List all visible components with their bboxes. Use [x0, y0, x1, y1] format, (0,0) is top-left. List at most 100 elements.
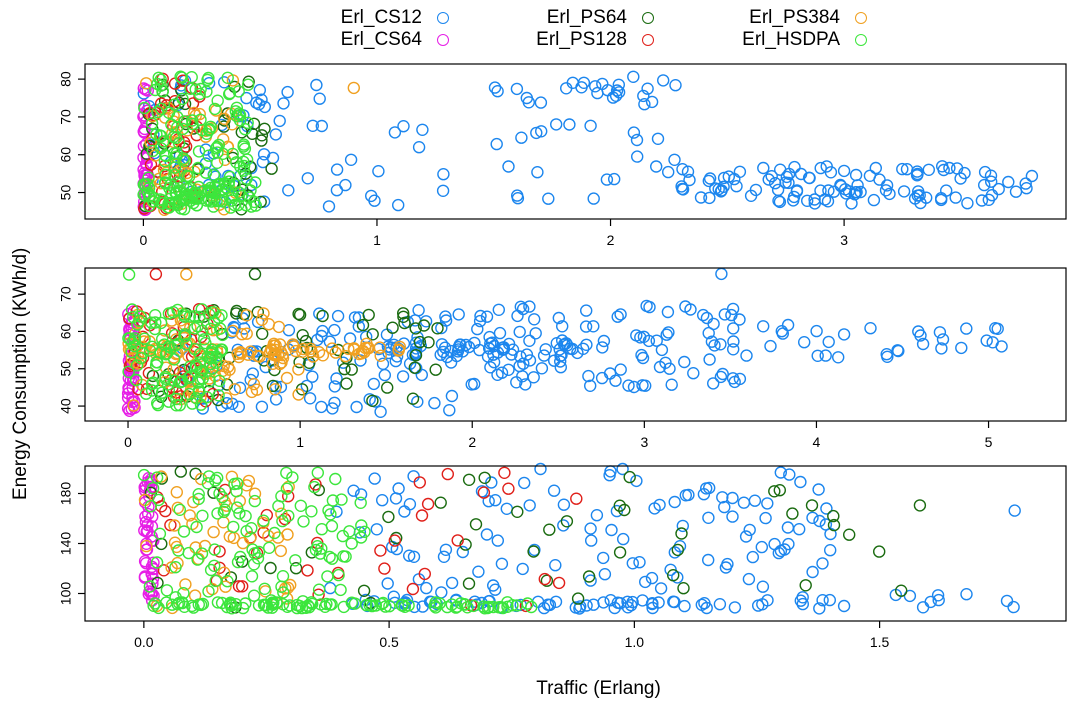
data-point: [167, 147, 181, 160]
data-point: [630, 474, 643, 488]
data-point: [191, 190, 205, 204]
data-point: [374, 544, 387, 557]
data-point: [211, 507, 224, 520]
data-point: [130, 359, 144, 372]
data-point: [184, 370, 198, 383]
legend-symbol: [855, 12, 867, 24]
data-point: [776, 327, 789, 340]
data-point: [677, 582, 690, 595]
data-point: [827, 509, 840, 523]
data-point: [192, 488, 205, 501]
data-point: [282, 509, 295, 523]
data-point: [549, 595, 563, 608]
data-point: [535, 125, 548, 138]
data-point: [543, 598, 557, 612]
data-point: [145, 480, 158, 494]
data-point: [229, 105, 243, 118]
data-point: [806, 511, 819, 524]
data-point: [539, 343, 552, 356]
data-point: [675, 527, 688, 540]
data-point: [612, 78, 625, 92]
data-point: [462, 473, 476, 486]
data-point: [980, 334, 993, 347]
data-point: [537, 601, 551, 615]
data-point: [813, 514, 826, 528]
data-point: [178, 115, 191, 128]
data-point: [221, 71, 234, 85]
data-point: [201, 73, 214, 87]
data-point: [985, 188, 999, 202]
data-point: [313, 307, 326, 320]
data-point: [553, 343, 566, 356]
data-point: [382, 510, 395, 524]
data-point: [228, 383, 242, 396]
data-point: [511, 309, 524, 323]
data-point: [178, 600, 191, 613]
data-point: [188, 342, 201, 356]
data-point: [220, 397, 234, 410]
data-point: [757, 320, 770, 333]
data-point: [213, 487, 226, 500]
data-point: [213, 545, 226, 558]
data-point: [715, 267, 728, 281]
data-point: [265, 162, 278, 175]
data-point: [297, 515, 310, 528]
data-point: [286, 471, 299, 484]
data-point: [269, 393, 283, 406]
data-point: [491, 84, 504, 98]
y-tick-label: 40: [58, 398, 74, 414]
data-point: [206, 387, 220, 401]
y-tick-label: 140: [58, 532, 74, 556]
data-point: [814, 161, 827, 175]
data-point: [183, 509, 197, 522]
data-point: [155, 185, 169, 198]
data-point: [256, 327, 269, 340]
data-point: [936, 333, 950, 346]
data-point: [477, 600, 490, 613]
data-point: [315, 400, 328, 414]
data-point: [354, 496, 367, 509]
data-point: [416, 123, 429, 137]
data-point: [213, 194, 226, 208]
data-point: [642, 334, 656, 348]
data-point: [224, 201, 237, 214]
data-point: [420, 581, 433, 595]
data-point: [155, 537, 168, 551]
data-point: [209, 474, 222, 487]
data-point: [627, 70, 640, 84]
data-point: [231, 343, 245, 356]
data-point: [255, 313, 269, 326]
data-point: [617, 532, 630, 546]
data-point: [650, 160, 663, 173]
data-point: [330, 372, 343, 385]
data-point: [582, 570, 596, 583]
data-point: [590, 509, 604, 522]
data-point: [510, 376, 523, 389]
data-point: [655, 343, 669, 357]
data-point: [1008, 504, 1021, 517]
data-point: [268, 347, 281, 360]
data-point: [935, 193, 948, 207]
data-point: [311, 466, 324, 479]
data-point: [595, 371, 609, 385]
data-point: [151, 398, 165, 412]
data-point: [879, 184, 893, 197]
data-point: [151, 576, 164, 590]
data-point: [458, 598, 471, 611]
data-point: [705, 335, 719, 348]
data-point: [415, 368, 428, 382]
data-point: [154, 316, 168, 330]
data-point: [145, 384, 159, 397]
data-point: [493, 326, 507, 340]
data-point: [264, 561, 277, 575]
data-point: [663, 362, 676, 375]
data-point: [145, 340, 159, 353]
data-point: [246, 543, 259, 556]
data-point: [630, 133, 644, 147]
data-point: [138, 570, 152, 583]
data-point: [151, 356, 164, 369]
data-point: [232, 400, 246, 413]
data-point: [728, 601, 742, 614]
data-point: [761, 497, 774, 510]
